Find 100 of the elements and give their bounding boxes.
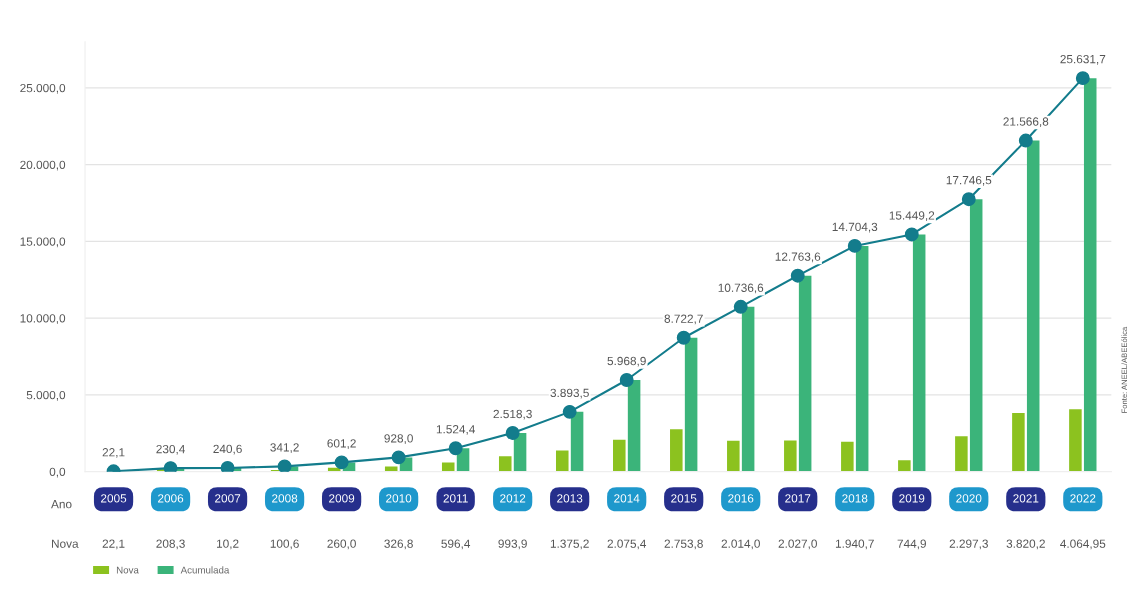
point [619, 373, 634, 387]
bar [570, 411, 584, 472]
bar [1026, 140, 1040, 472]
data-label: 2.075,4 [607, 539, 647, 550]
data-label: 14.704,3 [832, 222, 878, 233]
y-tick-label: 15.000,0 [20, 237, 66, 248]
data-label: 25.631,7 [1060, 54, 1106, 65]
x-tick-label: 2011 [443, 494, 468, 503]
x-tick-label: 2005 [101, 494, 127, 503]
x-tick-label: 2006 [158, 494, 184, 503]
data-label: 22,1 [102, 539, 125, 550]
point [847, 238, 862, 253]
point [733, 299, 748, 314]
data-label: 260,0 [327, 539, 356, 550]
bar [1083, 78, 1097, 472]
point [790, 268, 805, 283]
x-tick-label: 2016 [728, 494, 754, 503]
point [505, 426, 520, 440]
data-label: 208,3 [156, 539, 185, 550]
data-label: 2.027,0 [778, 539, 817, 550]
x-tick-label: 2012 [500, 494, 526, 503]
data-label: 22,1 [102, 448, 125, 458]
bar [969, 199, 983, 472]
bar [798, 275, 812, 472]
data-label: 17.746,5 [946, 176, 992, 186]
x-tick-label: 2013 [557, 494, 583, 503]
point [562, 404, 577, 419]
bar [670, 429, 683, 472]
legend-label: Acumulada [180, 566, 230, 574]
point [961, 192, 976, 207]
data-label: 2.014,0 [721, 539, 760, 550]
bar [441, 462, 455, 472]
data-label: 230,4 [156, 444, 185, 455]
data-label: 341,2 [270, 443, 299, 453]
bar [898, 460, 911, 472]
text: Nova [52, 539, 79, 548]
x-tick-label: 2008 [272, 494, 298, 503]
bar [855, 245, 869, 472]
data-label: 928,0 [384, 434, 413, 444]
data-label: 3.893,5 [550, 388, 589, 399]
x-tick-label: 2021 [1013, 494, 1039, 503]
y-tick-label: 10.000,0 [20, 314, 66, 324]
point [1075, 71, 1090, 86]
bar [613, 439, 626, 472]
data-label: 1.375,2 [550, 539, 589, 550]
data-label: 1.524,4 [436, 425, 475, 435]
data-label: 10,2 [217, 539, 239, 550]
x-tick-label: 2019 [899, 494, 925, 503]
data-label: 240,6 [213, 444, 242, 455]
data-label: 596,4 [441, 539, 471, 550]
point [277, 459, 292, 472]
data-label: 5.968,9 [607, 356, 646, 367]
bar [841, 441, 854, 472]
data-label: 100,6 [270, 539, 299, 550]
x-tick-label: 2017 [785, 494, 811, 503]
point [391, 450, 406, 465]
bar [555, 450, 569, 472]
data-label: 2.753,8 [664, 539, 703, 550]
x-tick-label: 2020 [956, 494, 982, 503]
y-tick-label: 0,0 [49, 467, 66, 478]
data-label: 21.566,8 [1003, 117, 1049, 128]
point [904, 227, 919, 242]
y-tick-label: 25.000,0 [20, 83, 66, 94]
data-label: 601,2 [327, 439, 356, 449]
bar [727, 440, 740, 472]
data-label: 8.722,7 [664, 314, 703, 325]
point [163, 461, 178, 472]
point [334, 455, 349, 470]
data-label: 10.736,6 [718, 283, 764, 294]
x-tick-label: 2018 [842, 494, 868, 503]
point [448, 441, 463, 456]
data-label: 12.763,6 [775, 252, 821, 263]
y-tick-label: 5.000,0 [26, 390, 66, 401]
data-label: 744,9 [897, 539, 926, 550]
bar [912, 234, 926, 472]
bar [741, 306, 755, 472]
x-tick-label: 2010 [386, 494, 412, 503]
x-tick-label: 2014 [614, 494, 640, 503]
text: Ano [51, 500, 72, 509]
x-tick-label: 2009 [329, 494, 355, 503]
data-label: 15.449,2 [889, 211, 935, 222]
x-tick-label: 2015 [671, 494, 697, 503]
x-tick-label: 2007 [215, 494, 241, 503]
point [1018, 133, 1033, 148]
bar [627, 380, 641, 472]
data-label: 4.064,95 [1060, 539, 1106, 550]
bar [1012, 412, 1025, 472]
bar [498, 456, 512, 472]
bar [955, 436, 968, 472]
y-tick-label: 20.000,0 [20, 160, 66, 171]
data-label: 2.297,3 [949, 539, 988, 550]
data-label: 3.820,2 [1006, 539, 1045, 550]
data-label: 1.940,7 [835, 539, 874, 550]
point [676, 330, 691, 345]
point [220, 460, 235, 472]
data-label: 326,8 [384, 539, 413, 550]
bar [784, 440, 797, 472]
bar [684, 337, 698, 472]
bar [1069, 409, 1082, 472]
x-tick-label: 2022 [1070, 494, 1096, 503]
